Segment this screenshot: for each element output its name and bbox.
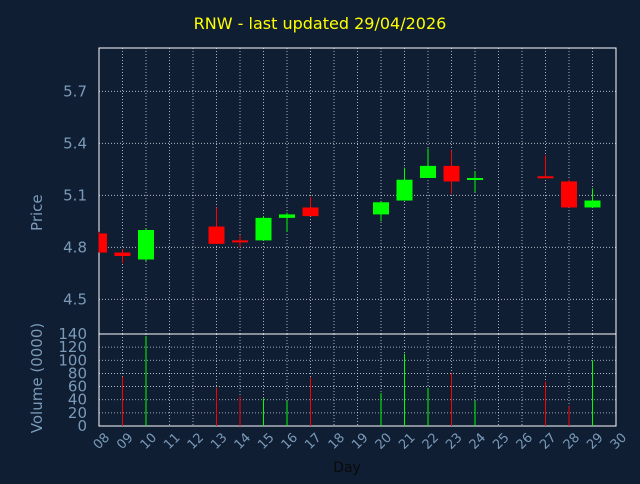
- candle-body: [537, 176, 554, 179]
- candle-body: [561, 181, 577, 208]
- x-tick-label: 13: [208, 430, 230, 452]
- candle-body: [443, 165, 460, 182]
- x-tick-label: 16: [279, 430, 301, 452]
- candle-body: [138, 230, 154, 260]
- x-tick-label: 20: [373, 430, 395, 452]
- candle-body: [373, 202, 389, 215]
- x-axis-label: Day: [333, 460, 361, 476]
- candle-body: [208, 226, 225, 244]
- candle-body: [99, 233, 107, 253]
- price-tick-label: 5.7: [63, 82, 87, 100]
- candle-body: [279, 214, 295, 218]
- x-tick-label: 29: [584, 430, 606, 452]
- x-tick-label: 11: [161, 430, 183, 452]
- candle-body: [584, 200, 601, 208]
- price-tick-label: 5.1: [63, 186, 87, 204]
- x-tick-label: 10: [138, 430, 160, 452]
- volume-axis-label: Volume (0000): [28, 323, 46, 433]
- candle-body: [114, 252, 131, 256]
- x-tick-label: 09: [114, 430, 136, 452]
- price-tick-label: 4.8: [63, 238, 87, 256]
- x-tick-label: 17: [302, 430, 324, 452]
- volume-tick-label: 100: [58, 351, 87, 369]
- volume-tick-label: 80: [68, 364, 87, 382]
- x-tick-label: 19: [349, 430, 371, 452]
- x-tick-label: 23: [443, 430, 465, 452]
- x-tick-label: 08: [91, 430, 113, 452]
- volume-tick-label: 60: [68, 378, 87, 396]
- candle-body: [232, 240, 248, 243]
- candle-body: [302, 207, 319, 217]
- x-tick-label: 30: [608, 430, 630, 452]
- volume-tick-label: 40: [68, 391, 87, 409]
- x-tick-label: 24: [467, 430, 489, 452]
- price-tick-label: 5.4: [63, 134, 87, 152]
- x-tick-label: 28: [561, 430, 583, 452]
- candle-body: [467, 178, 483, 180]
- volume-tick-label: 140: [58, 325, 87, 343]
- x-tick-label: 22: [420, 430, 442, 452]
- price-axis-label: Price: [28, 194, 46, 231]
- candle-body: [420, 165, 436, 178]
- candle-body: [255, 217, 272, 241]
- x-tick-label: 25: [490, 430, 512, 452]
- volume-tick-label: 120: [58, 338, 87, 356]
- price-tick-label: 4.5: [63, 290, 87, 308]
- volume-tick-label: 20: [68, 404, 87, 422]
- x-tick-label: 18: [326, 430, 348, 452]
- x-tick-label: 26: [514, 430, 536, 452]
- volume-tick-label: 0: [77, 417, 87, 435]
- x-tick-label: 27: [537, 430, 559, 452]
- x-tick-label: 12: [185, 430, 207, 452]
- x-tick-label: 15: [255, 430, 277, 452]
- x-tick-label: 14: [232, 430, 254, 452]
- chart-title: RNW - last updated 29/04/2026: [193, 14, 447, 33]
- x-tick-label: 21: [396, 430, 418, 452]
- candle-body: [396, 179, 413, 201]
